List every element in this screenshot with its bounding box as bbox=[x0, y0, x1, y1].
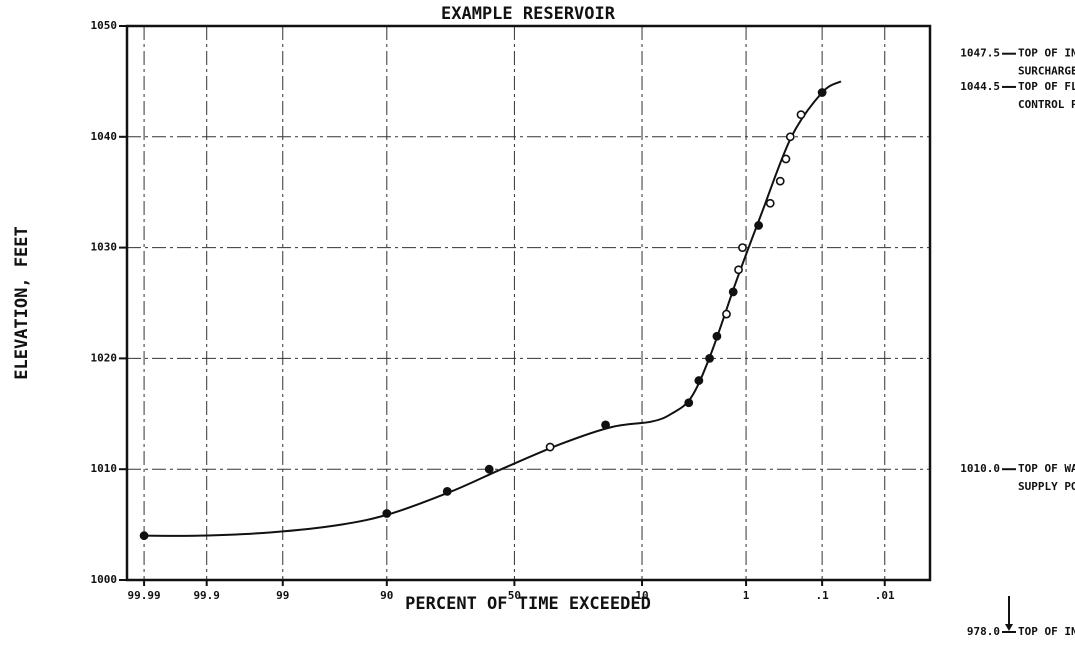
data-point bbox=[545, 442, 555, 452]
y-tick-label: 1000 bbox=[91, 573, 118, 586]
data-point bbox=[785, 132, 795, 142]
data-point bbox=[754, 221, 763, 230]
data-point bbox=[442, 486, 452, 496]
y-axis-label: ELEVATION, FEET bbox=[12, 226, 32, 380]
data-point bbox=[694, 376, 704, 385]
level-value: 978.0 bbox=[967, 625, 1000, 638]
x-tick-label: 99.99 bbox=[128, 589, 161, 602]
level-value: 1047.5 bbox=[960, 47, 1000, 60]
y-tick-label: 1050 bbox=[91, 19, 118, 32]
level-text: SURCHARGE bbox=[1018, 65, 1075, 78]
level-value: 1044.5 bbox=[960, 80, 1000, 93]
data-point bbox=[722, 309, 731, 319]
x-tick-label: 90 bbox=[380, 589, 393, 602]
level-text: TOP OF INDUCED bbox=[1018, 47, 1075, 60]
x-tick-label: 99.9 bbox=[193, 589, 220, 602]
x-tick-label: 1 bbox=[743, 589, 750, 602]
data-point bbox=[728, 287, 738, 297]
y-tick-label: 1010 bbox=[91, 462, 118, 475]
y-tick-label: 1040 bbox=[91, 130, 118, 143]
data-point bbox=[484, 464, 494, 474]
level-text: CONTROL POOL bbox=[1018, 98, 1075, 111]
data-point bbox=[705, 353, 714, 363]
data-point bbox=[775, 176, 785, 186]
level-text: TOP OF WATER bbox=[1018, 462, 1075, 475]
level-text: TOP OF INACTIVE bbox=[1018, 625, 1075, 638]
data-point bbox=[601, 420, 610, 430]
level-value: 1010.0 bbox=[960, 462, 1000, 475]
plot-frame bbox=[125, 24, 932, 582]
x-tick-label: 50 bbox=[508, 589, 521, 602]
data-point bbox=[712, 331, 722, 341]
x-tick-label: 10 bbox=[635, 589, 648, 602]
level-text: TOP OF FLOOD bbox=[1018, 80, 1075, 93]
x-tick-label: .1 bbox=[816, 589, 830, 602]
level-text: SUPPLY POOL bbox=[1018, 480, 1075, 493]
data-point bbox=[817, 88, 827, 97]
y-tick-label: 1030 bbox=[91, 241, 118, 254]
data-point bbox=[734, 265, 743, 275]
chart-title: EXAMPLE RESERVOIR bbox=[441, 4, 616, 24]
data-point bbox=[382, 509, 392, 518]
y-tick-label: 1020 bbox=[91, 351, 118, 364]
data-point bbox=[738, 243, 747, 252]
data-point bbox=[684, 398, 694, 408]
x-axis-label: PERCENT OF TIME EXCEEDED bbox=[405, 594, 651, 614]
data-point bbox=[781, 154, 791, 164]
x-tick-label: .01 bbox=[875, 589, 895, 602]
duration-curve bbox=[144, 80, 842, 537]
data-point bbox=[139, 531, 149, 541]
data-point bbox=[765, 198, 775, 208]
level-arrowhead bbox=[1005, 624, 1013, 631]
x-tick-label: 99 bbox=[276, 589, 289, 602]
data-point bbox=[796, 110, 806, 120]
